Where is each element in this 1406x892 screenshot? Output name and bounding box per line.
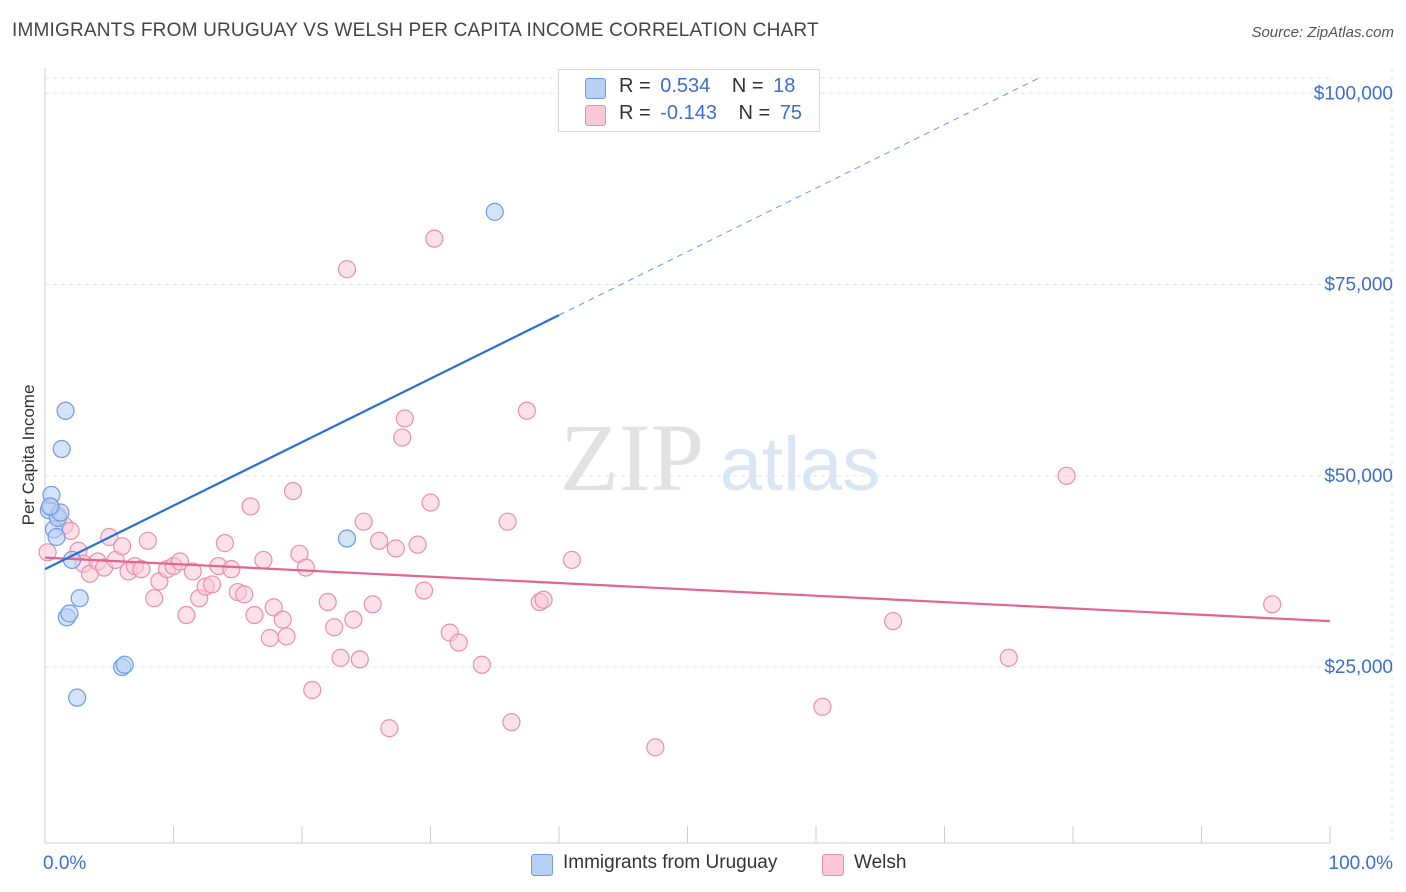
welsh-point (380, 719, 399, 738)
welsh-point (502, 713, 521, 732)
legend-n-value: 18 (773, 75, 796, 97)
welsh-point (183, 562, 202, 581)
legend-r-value: -0.143 (660, 102, 717, 124)
uruguay-point (56, 401, 75, 420)
welsh-legend-label: Welsh (854, 852, 907, 873)
chart-title: IMMIGRANTS FROM URUGUAY VS WELSH PER CAP… (12, 20, 819, 41)
uruguay-point (485, 202, 504, 221)
welsh-point (472, 655, 491, 674)
watermark: ZIP atlas (560, 404, 880, 511)
welsh-legend-swatch (822, 854, 844, 876)
uruguay-point (115, 655, 134, 674)
welsh-point (318, 592, 337, 612)
welsh-point (393, 428, 412, 447)
legend-r-label: R = (619, 75, 651, 97)
welsh-point (883, 612, 903, 631)
welsh-point (241, 497, 260, 516)
welsh-point (386, 539, 405, 558)
welsh-point (296, 558, 315, 577)
welsh-point (421, 493, 440, 512)
welsh-point (813, 697, 832, 716)
welsh-point (38, 543, 57, 562)
welsh-point (170, 552, 190, 571)
welsh-point (562, 550, 581, 570)
welsh-point (177, 605, 196, 625)
welsh-point (283, 482, 303, 501)
x-tick-label-start: 0.0% (43, 853, 86, 874)
uruguay-point (337, 529, 357, 548)
welsh-point (112, 537, 132, 556)
legend-n-value: 75 (779, 102, 803, 124)
welsh-point (517, 401, 536, 420)
welsh-point (260, 628, 279, 648)
welsh-point (1263, 595, 1282, 614)
welsh-point (132, 560, 151, 579)
uruguay-point (52, 439, 71, 459)
uruguay-points (39, 202, 504, 707)
uruguay-swatch (585, 78, 606, 99)
legend-n-label: N = (731, 75, 764, 97)
welsh-point (646, 738, 665, 757)
welsh-point (1057, 466, 1076, 485)
welsh-point (254, 550, 273, 570)
trend-lines (44, 77, 1331, 623)
welsh-point (534, 590, 553, 609)
welsh-swatch (585, 105, 606, 126)
tick-labels: $25,000 $50,000 $75,000 $100,000 0.0% 100.0% (43, 83, 1393, 874)
welsh-point (273, 610, 292, 629)
welsh-point (425, 229, 444, 248)
y-axis-label: Per Capita Income (19, 385, 38, 526)
legend-r-value: 0.534 (660, 75, 711, 97)
welsh-point (344, 610, 363, 629)
y-tick-label: $50,000 (1324, 466, 1393, 487)
welsh-point (235, 585, 254, 604)
welsh-point (138, 531, 157, 550)
legend-r-label: R = (619, 102, 651, 124)
welsh-point (331, 648, 350, 667)
welsh-trend-line (44, 556, 1331, 623)
axes (44, 68, 1331, 844)
welsh-point (414, 581, 434, 600)
watermark-atlas: atlas (720, 422, 881, 507)
x-tick-label-end: 100.0% (1329, 853, 1394, 874)
welsh-point (408, 535, 427, 554)
y-tick-label: $25,000 (1324, 657, 1393, 678)
uruguay-legend-label: Immigrants from Uruguay (563, 852, 778, 873)
uruguay-point (68, 688, 87, 707)
welsh-point (363, 595, 382, 614)
welsh-point (337, 260, 357, 279)
welsh-point (245, 605, 264, 625)
y-tick-label: $75,000 (1324, 275, 1393, 296)
welsh-point (277, 627, 296, 646)
source-credit: Source: ZipAtlas.com (1251, 24, 1394, 41)
uruguay-point (47, 527, 66, 547)
welsh-point (354, 512, 373, 531)
uruguay-trend-line (44, 314, 560, 571)
welsh-point (202, 575, 222, 594)
welsh-point (325, 618, 344, 637)
watermark-zip: ZIP (560, 404, 704, 511)
legend-n-label: N = (738, 102, 771, 124)
welsh-point (449, 633, 468, 652)
uruguay-trend-extension (558, 77, 1040, 316)
welsh-point (498, 512, 517, 531)
welsh-point (370, 531, 389, 550)
y-tick-label: $100,000 (1314, 83, 1393, 104)
uruguay-point (70, 589, 89, 608)
welsh-point (350, 650, 369, 669)
welsh-point (303, 680, 322, 700)
uruguay-legend-swatch (531, 854, 553, 876)
welsh-point (222, 560, 241, 579)
welsh-point (264, 598, 283, 617)
welsh-point (145, 589, 164, 608)
gridlines (45, 68, 1393, 843)
correlation-legend: R = 0.534 N = 18 R = -0.143 N = 75 (558, 69, 820, 132)
uruguay-point (60, 604, 79, 623)
uruguay-point (41, 497, 60, 516)
welsh-point (999, 648, 1018, 667)
welsh-point (215, 534, 234, 553)
welsh-point (395, 409, 414, 428)
